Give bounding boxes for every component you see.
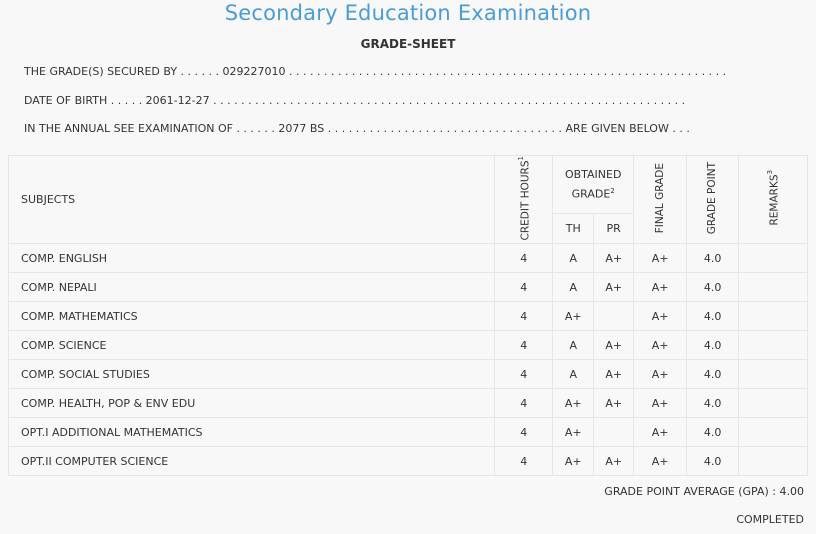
remarks-cell	[738, 417, 808, 448]
th-grade-cell: A+	[552, 417, 595, 448]
final-grade-cell: A+	[633, 243, 688, 274]
credit-hours-cell: 4	[494, 417, 554, 448]
th-grade-cell: A+	[552, 446, 595, 477]
credit-hours-cell: 4	[494, 272, 554, 303]
remarks-cell	[738, 272, 808, 303]
credit-hours-cell: 4	[494, 243, 554, 274]
subject-cell: OPT.I ADDITIONAL MATHEMATICS	[7, 417, 496, 448]
remarks-cell	[738, 388, 808, 419]
pr-grade-cell: A+	[593, 446, 635, 477]
pr-grade-cell: A+	[593, 272, 635, 303]
final-grade-cell: A+	[633, 272, 688, 303]
final-grade-cell: A+	[633, 417, 688, 448]
obtained-grade-header: OBTAINED GRADE2	[552, 154, 635, 215]
pr-grade-cell: A+	[593, 359, 635, 390]
table-row: COMP. SOCIAL STUDIES 4 A A+ A+ 4.0	[7, 359, 808, 390]
table-row: OPT.II COMPUTER SCIENCE 4 A+ A+ A+ 4.0	[7, 446, 808, 477]
remarks-cell	[738, 359, 808, 390]
subject-cell: COMP. HEALTH, POP & ENV EDU	[7, 388, 496, 419]
th-header: TH	[552, 213, 595, 245]
final-grade-cell: A+	[633, 330, 688, 361]
pr-header: PR	[593, 213, 635, 245]
table-row: COMP. HEALTH, POP & ENV EDU 4 A+ A+ A+ 4.0	[7, 388, 808, 419]
grade-point-cell: 4.0	[686, 272, 740, 303]
th-grade-cell: A	[552, 330, 595, 361]
th-grade-cell: A	[552, 243, 595, 274]
th-grade-cell: A	[552, 272, 595, 303]
pr-grade-cell: A+	[593, 388, 635, 419]
grade-point-cell: 4.0	[686, 446, 740, 477]
grade-sheet-heading: GRADE-SHEET	[360, 37, 456, 51]
remarks-cell	[738, 243, 808, 274]
grade-point-cell: 4.0	[686, 330, 740, 361]
pr-grade-cell: A+	[593, 243, 635, 274]
secured-by-line: THE GRADE(S) SECURED BY . . . . . . 0292…	[24, 65, 727, 78]
credit-hours-cell: 4	[494, 388, 554, 419]
date-of-birth-line: DATE OF BIRTH . . . . . 2061-12-27 . . .…	[24, 94, 686, 107]
pr-grade-cell: A+	[593, 330, 635, 361]
th-grade-cell: A	[552, 359, 595, 390]
grade-point-cell: 4.0	[686, 359, 740, 390]
final-grade-cell: A+	[633, 388, 688, 419]
table-row: COMP. ENGLISH 4 A A+ A+ 4.0	[7, 243, 808, 274]
pr-grade-cell	[593, 417, 635, 448]
subject-cell: COMP. SCIENCE	[7, 330, 496, 361]
exam-title: Secondary Education Examination	[224, 1, 592, 25]
final-grade-header: FINAL GRADE	[633, 154, 688, 245]
credit-hours-cell: 4	[494, 301, 554, 332]
credit-hours-header: CREDIT HOURS1	[494, 154, 554, 245]
subject-cell: COMP. MATHEMATICS	[7, 301, 496, 332]
grade-point-cell: 4.0	[686, 301, 740, 332]
result-status: COMPLETED	[736, 513, 804, 526]
remarks-header: REMARKS3	[738, 154, 808, 245]
table-row: COMP. SCIENCE 4 A A+ A+ 4.0	[7, 330, 808, 361]
exam-line: IN THE ANNUAL SEE EXAMINATION OF . . . .…	[24, 122, 690, 135]
table-row: COMP. MATHEMATICS 4 A+ A+ 4.0	[7, 301, 808, 332]
remarks-cell	[738, 330, 808, 361]
subject-cell: COMP. SOCIAL STUDIES	[7, 359, 496, 390]
subject-cell: COMP. NEPALI	[7, 272, 496, 303]
th-grade-cell: A+	[552, 388, 595, 419]
pr-grade-cell	[593, 301, 635, 332]
credit-hours-cell: 4	[494, 446, 554, 477]
grade-point-cell: 4.0	[686, 417, 740, 448]
final-grade-cell: A+	[633, 446, 688, 477]
grade-point-header: GRADE POINT	[686, 154, 740, 245]
final-grade-cell: A+	[633, 359, 688, 390]
th-grade-cell: A+	[552, 301, 595, 332]
subjects-header: SUBJECTS	[7, 154, 496, 245]
remarks-cell	[738, 446, 808, 477]
subject-cell: OPT.II COMPUTER SCIENCE	[7, 446, 496, 477]
credit-hours-cell: 4	[494, 330, 554, 361]
subject-cell: COMP. ENGLISH	[7, 243, 496, 274]
final-grade-cell: A+	[633, 301, 688, 332]
grade-point-cell: 4.0	[686, 243, 740, 274]
grade-point-cell: 4.0	[686, 388, 740, 419]
grade-table: SUBJECTS CREDIT HOURS1 OBTAINED GRADE2 F…	[7, 154, 808, 477]
credit-hours-cell: 4	[494, 359, 554, 390]
remarks-cell	[738, 301, 808, 332]
gpa-summary: GRADE POINT AVERAGE (GPA) : 4.00	[604, 485, 804, 498]
table-row: OPT.I ADDITIONAL MATHEMATICS 4 A+ A+ 4.0	[7, 417, 808, 448]
table-row: COMP. NEPALI 4 A A+ A+ 4.0	[7, 272, 808, 303]
